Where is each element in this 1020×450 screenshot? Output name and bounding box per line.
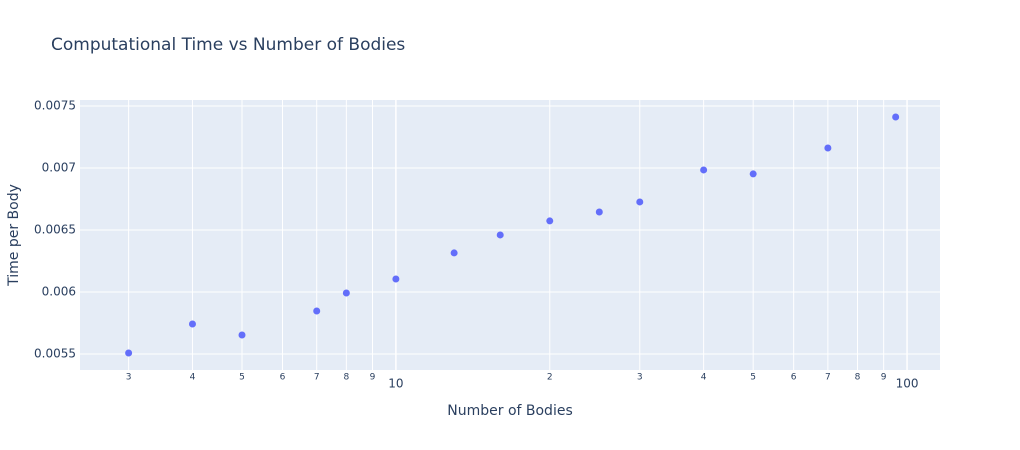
- x-tick-label: 5: [239, 373, 245, 383]
- point: [749, 170, 757, 178]
- x-tick-label: 3: [637, 373, 643, 383]
- x-tick-label: 6: [791, 373, 797, 383]
- x-tick-label: 8: [343, 373, 349, 383]
- point: [595, 208, 603, 216]
- y-axis-label: Time per Body: [6, 184, 22, 287]
- point: [392, 275, 400, 283]
- point: [342, 289, 350, 297]
- y-tick-label: 0.006: [42, 284, 76, 298]
- y-tick-label: 0.0075: [34, 98, 76, 112]
- point: [496, 231, 504, 239]
- x-axis-label: Number of Bodies: [447, 403, 573, 419]
- x-tick-label: 2: [547, 373, 553, 383]
- point: [450, 249, 458, 257]
- x-tick-label: 3: [126, 373, 132, 383]
- point: [188, 320, 196, 328]
- y-tick-label: 0.0055: [34, 347, 76, 361]
- x-tick-label: 4: [701, 373, 707, 383]
- x-tick-label: 5: [750, 373, 756, 383]
- y-tick-label: 0.007: [42, 160, 76, 174]
- point: [700, 166, 708, 174]
- point: [238, 331, 246, 339]
- point: [313, 307, 321, 315]
- point: [125, 349, 133, 357]
- point: [546, 217, 554, 225]
- x-tick-label: 6: [280, 373, 286, 383]
- point: [892, 113, 900, 121]
- point: [636, 198, 644, 206]
- chart-title: Computational Time vs Number of Bodies: [51, 35, 405, 55]
- x-tick-label: 10: [388, 377, 403, 391]
- x-tick-label: 7: [314, 373, 320, 383]
- plot-area: [80, 100, 940, 370]
- x-tick-label: 8: [855, 373, 861, 383]
- x-tick-label: 4: [190, 373, 196, 383]
- y-tick-label: 0.0065: [34, 222, 76, 236]
- x-tick-label: 100: [896, 377, 919, 391]
- x-tick-label: 9: [881, 373, 887, 383]
- point: [824, 144, 832, 152]
- x-tick-label: 9: [370, 373, 376, 383]
- x-tick-label: 7: [825, 373, 831, 383]
